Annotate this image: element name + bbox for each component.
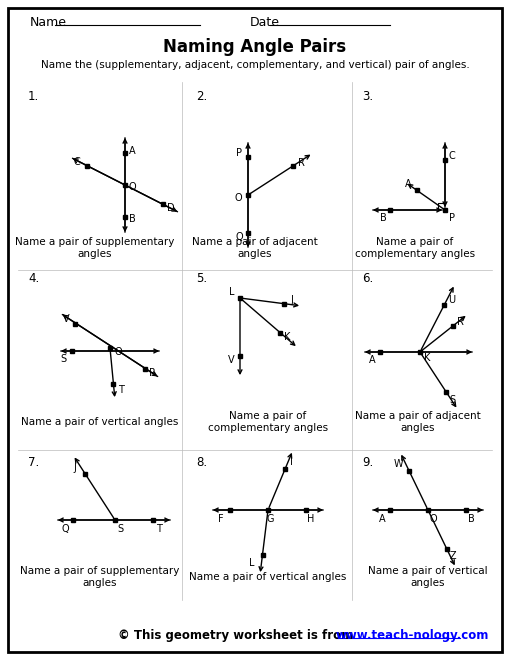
Text: Naming Angle Pairs: Naming Angle Pairs	[163, 38, 346, 56]
Text: V: V	[227, 355, 234, 365]
Text: Name a pair of supplementary
angles: Name a pair of supplementary angles	[15, 237, 175, 259]
Text: 8.: 8.	[195, 455, 207, 469]
Text: R: R	[148, 368, 155, 378]
Text: www.teach-nology.com: www.teach-nology.com	[335, 628, 489, 642]
Text: B: B	[128, 214, 135, 224]
Text: 5.: 5.	[195, 271, 207, 284]
Text: D: D	[167, 203, 175, 213]
Text: Name: Name	[30, 15, 67, 28]
Text: 4.: 4.	[28, 271, 39, 284]
Text: P: P	[236, 148, 242, 158]
Text: 9.: 9.	[361, 455, 373, 469]
Text: B: B	[467, 514, 473, 524]
Text: Name a pair of supplementary
angles: Name a pair of supplementary angles	[20, 566, 179, 588]
Text: U: U	[447, 295, 455, 305]
Text: K: K	[283, 332, 290, 342]
Text: I: I	[289, 457, 292, 467]
Text: A: A	[404, 179, 410, 189]
Text: H: H	[307, 514, 314, 524]
Text: R: R	[297, 158, 304, 168]
Text: S: S	[448, 395, 454, 405]
Text: O: O	[128, 182, 135, 192]
Text: O: O	[114, 347, 122, 357]
Text: 1.: 1.	[28, 90, 39, 102]
Text: A: A	[128, 146, 135, 156]
Text: 2.: 2.	[195, 90, 207, 102]
Text: K: K	[423, 353, 430, 363]
Text: 6.: 6.	[361, 271, 373, 284]
Text: Date: Date	[249, 15, 279, 28]
Text: L: L	[249, 558, 254, 568]
Text: S: S	[117, 524, 123, 534]
Text: Name a pair of vertical
angles: Name a pair of vertical angles	[367, 566, 487, 588]
Text: Name a pair of vertical angles: Name a pair of vertical angles	[21, 417, 178, 427]
Text: L: L	[229, 287, 234, 297]
Text: O: O	[234, 193, 241, 203]
Text: Name a pair of adjacent
angles: Name a pair of adjacent angles	[192, 237, 317, 259]
Text: Z: Z	[449, 551, 456, 561]
Text: Q: Q	[235, 232, 242, 242]
Text: © This geometry worksheet is from: © This geometry worksheet is from	[118, 628, 357, 642]
Text: F: F	[218, 514, 223, 524]
Text: A: A	[368, 355, 375, 365]
Text: P: P	[448, 213, 454, 223]
Text: O: O	[429, 514, 436, 524]
Text: S: S	[60, 354, 66, 364]
Text: Name a pair of
complementary angles: Name a pair of complementary angles	[208, 411, 327, 433]
Text: A: A	[378, 514, 385, 524]
Text: B: B	[379, 213, 386, 223]
Text: Name the (supplementary, adjacent, complementary, and vertical) pair of angles.: Name the (supplementary, adjacent, compl…	[41, 60, 468, 70]
Text: Name a pair of vertical angles: Name a pair of vertical angles	[189, 572, 346, 582]
Text: V: V	[63, 314, 69, 324]
Text: G: G	[266, 514, 273, 524]
Text: Q: Q	[61, 524, 69, 534]
Text: Name a pair of
complementary angles: Name a pair of complementary angles	[354, 237, 474, 259]
Text: C: C	[448, 151, 455, 161]
Text: J: J	[290, 295, 293, 305]
Text: 3.: 3.	[361, 90, 373, 102]
Text: T: T	[118, 385, 124, 395]
Text: Name a pair of adjacent
angles: Name a pair of adjacent angles	[354, 411, 480, 433]
Text: C: C	[73, 157, 80, 167]
Text: W: W	[392, 459, 402, 469]
Text: R: R	[456, 317, 463, 327]
Text: 7.: 7.	[28, 455, 39, 469]
Text: T: T	[156, 524, 162, 534]
Text: J: J	[73, 463, 76, 473]
